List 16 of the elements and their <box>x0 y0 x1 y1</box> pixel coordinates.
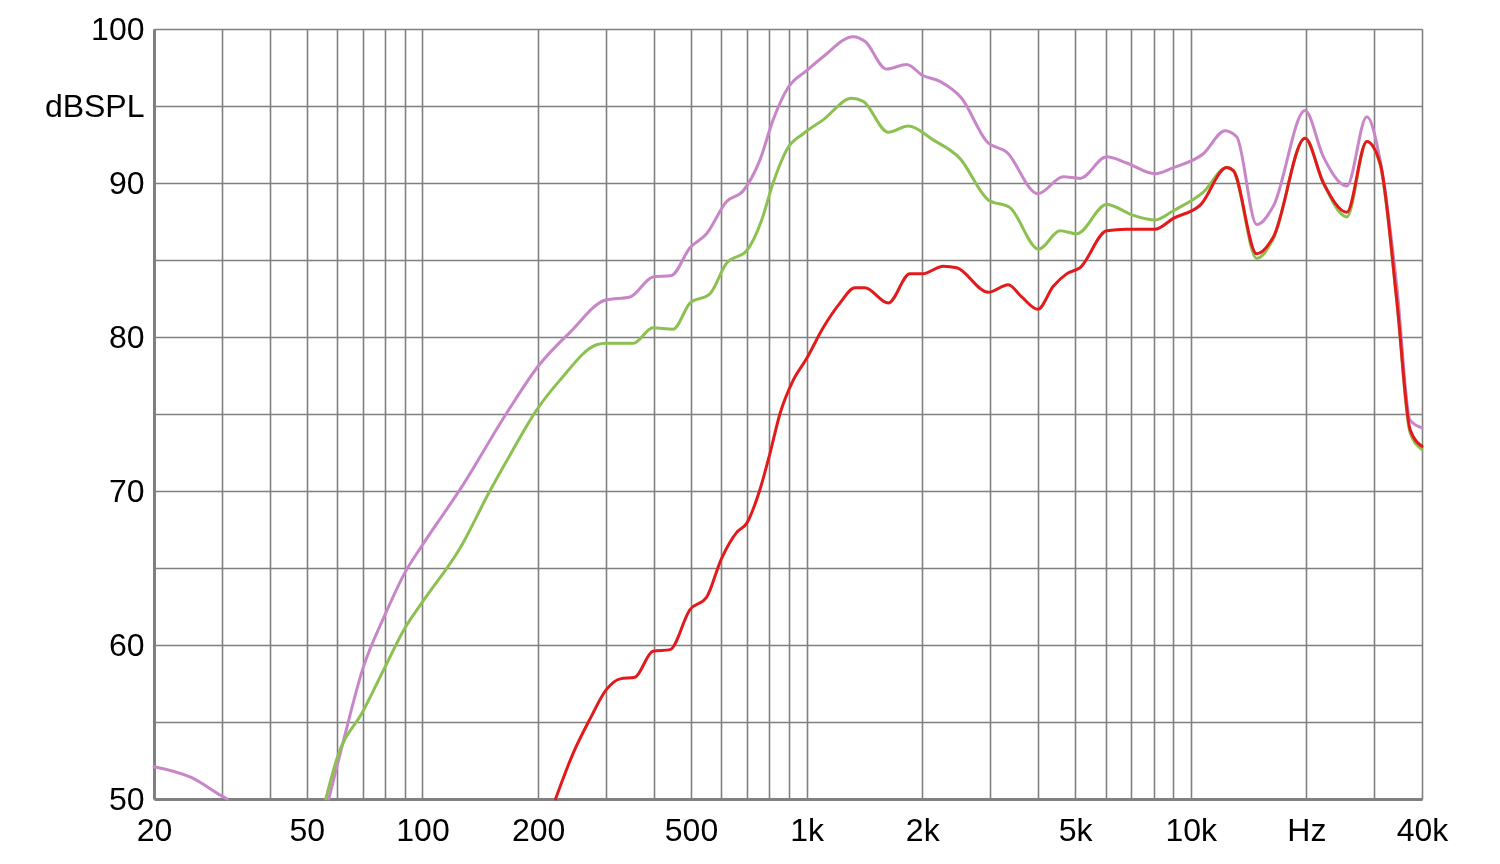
y-tick-label: 80 <box>108 318 145 355</box>
x-tick-label: 50 <box>289 811 326 848</box>
x-tick-label: 40k <box>1396 811 1450 848</box>
x-tick-label: 100 <box>396 811 450 848</box>
y-tick-label: dBSPL <box>44 87 145 124</box>
x-tick-label: 10k <box>1165 811 1219 848</box>
x-tick-label: 5k <box>1058 811 1094 848</box>
x-tick-label: 500 <box>664 811 719 848</box>
y-tick-label: 70 <box>108 472 145 509</box>
y-tick-label: 90 <box>108 164 145 201</box>
y-tick-label: 60 <box>108 626 145 663</box>
y-tick-label: 100 <box>91 10 145 47</box>
x-tick-label: 200 <box>511 811 566 848</box>
x-tick-label: 1k <box>790 811 826 848</box>
x-tick-label: 2k <box>905 811 941 848</box>
x-tick-label: Hz <box>1287 811 1327 848</box>
